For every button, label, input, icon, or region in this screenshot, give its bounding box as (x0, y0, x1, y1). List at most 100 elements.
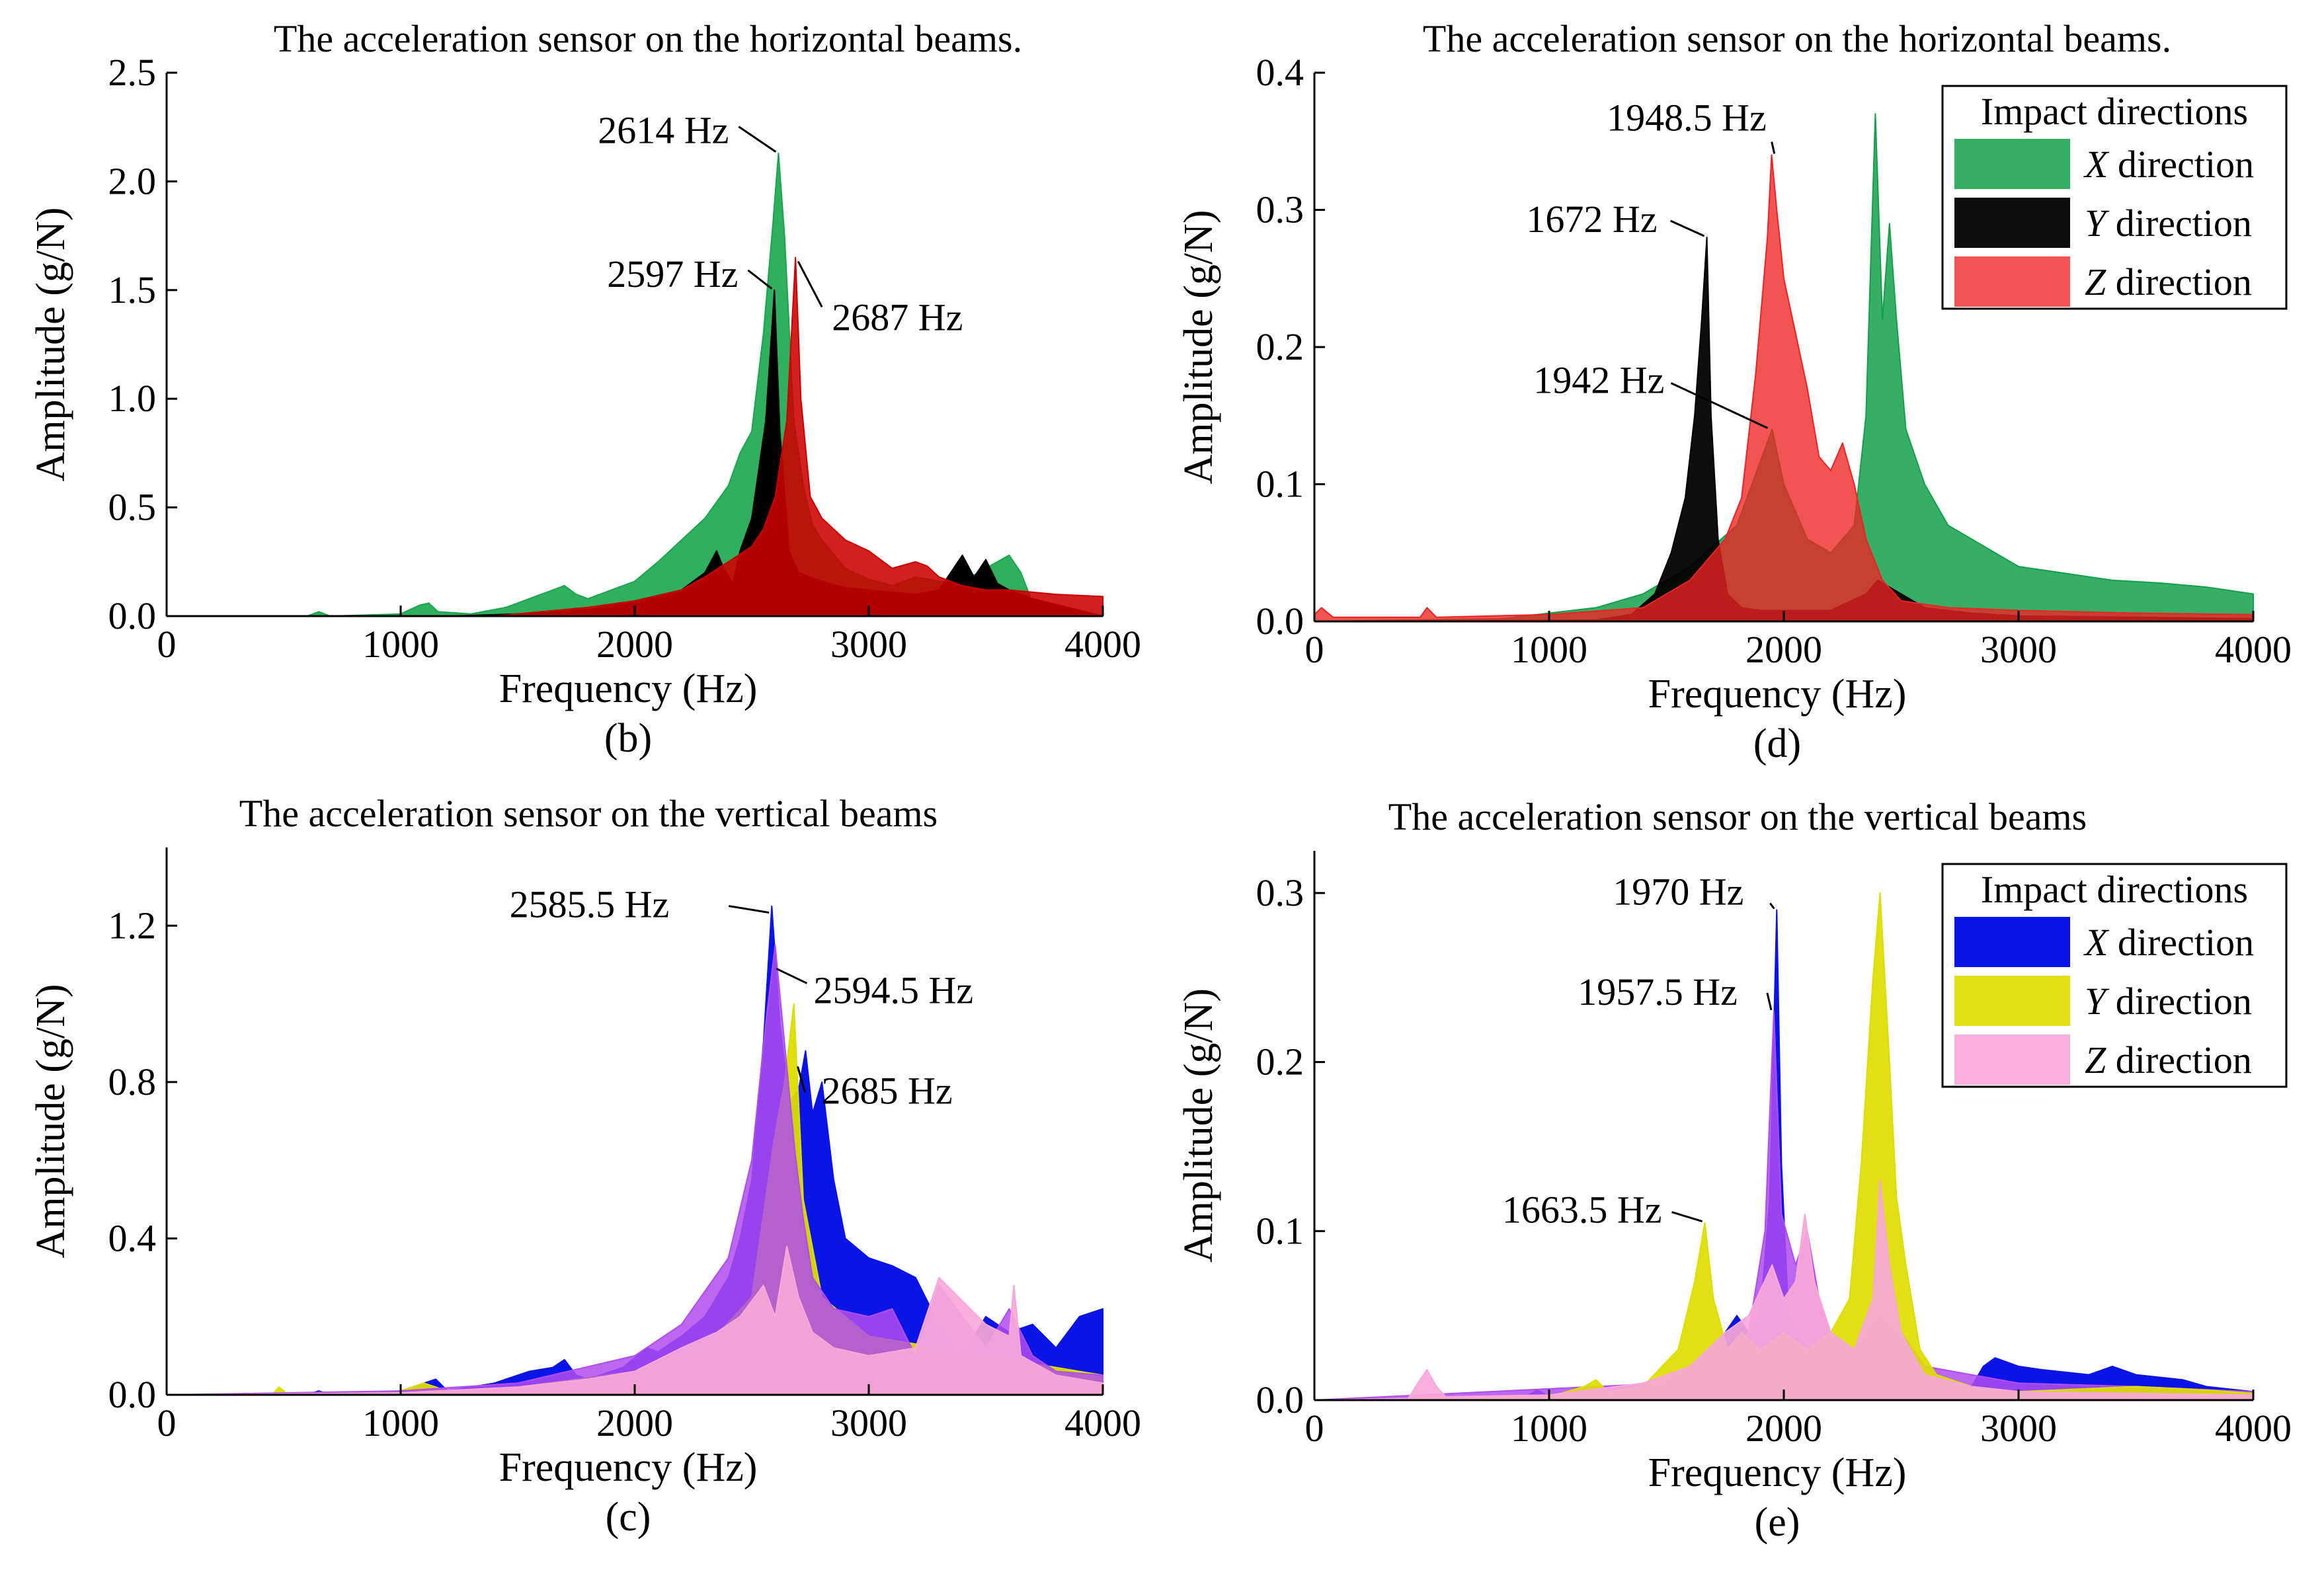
panel-label: (c) (606, 1495, 651, 1540)
x-tick-label: 4000 (1064, 1401, 1141, 1444)
y-tick-label: 2.5 (108, 51, 157, 94)
x-tick-label: 0 (157, 623, 177, 666)
y-tick-label: 0.3 (1256, 871, 1304, 914)
annotation-leader (729, 905, 770, 914)
annotation-label: 2594.5 Hz (813, 968, 973, 1011)
legend-swatch (1954, 256, 2070, 307)
chart-title: The acceleration sensor on the horizonta… (274, 17, 1022, 60)
x-tick-label: 0 (1305, 1407, 1324, 1450)
y-axis-label: Amplitude (g/N) (1176, 210, 1221, 485)
y-tick-label: 0.1 (1256, 1209, 1304, 1252)
x-tick-label: 1000 (362, 623, 439, 666)
x-axis-label: Frequency (Hz) (1648, 1450, 1907, 1495)
annotation-leader (1771, 141, 1776, 154)
annotation-leader (747, 269, 773, 290)
x-tick-label: 2000 (596, 1401, 673, 1444)
y-tick-label: 0.0 (1256, 1378, 1304, 1421)
x-tick-label: 2000 (596, 623, 673, 666)
y-tick-label: 0.3 (1256, 188, 1304, 231)
annotation-label: 1663.5 Hz (1502, 1189, 1662, 1232)
y-tick-label: 0.0 (1256, 600, 1304, 643)
annotation-label: 1948.5 Hz (1607, 97, 1767, 139)
x-tick-label: 1000 (362, 1401, 439, 1444)
series-area-e-3 (1314, 1179, 2254, 1401)
legend-entry: X direction (2083, 143, 2254, 186)
panel-label: (d) (1753, 721, 1801, 766)
x-tick-label: 3000 (1980, 1407, 2057, 1450)
annotation-label: 2585.5 Hz (510, 883, 670, 926)
annotation-leader (797, 1066, 806, 1093)
x-tick-label: 1000 (1511, 1407, 1587, 1450)
y-tick-label: 1.0 (108, 377, 157, 420)
chart-panel-e: The acceleration sensor on the vertical … (1176, 795, 2292, 1545)
annotation-label: 1942 Hz (1533, 359, 1664, 402)
annotation-leader (1769, 902, 1775, 910)
legend-entry: X direction (2083, 921, 2254, 964)
legend-entry-letter: X (2083, 143, 2110, 186)
annotation-label: 1970 Hz (1613, 870, 1743, 913)
y-axis-label: Amplitude (g/N) (1176, 988, 1221, 1263)
y-axis-label: Amplitude (g/N) (28, 208, 73, 482)
annotation-leader (738, 126, 777, 153)
legend-swatch (1954, 917, 2070, 967)
x-axis-label: Frequency (Hz) (499, 1445, 758, 1490)
x-tick-label: 4000 (2215, 628, 2292, 671)
x-tick-label: 2000 (1745, 628, 1822, 671)
annotation-label: 2685 Hz (821, 1069, 952, 1112)
legend-swatch (1954, 976, 2070, 1026)
legend-entry-letter: Z (2085, 1039, 2106, 1081)
y-tick-label: 1.5 (108, 268, 157, 311)
annotation-leader (1766, 992, 1773, 1011)
x-tick-label: 3000 (1980, 628, 2057, 671)
y-tick-label: 0.2 (1256, 1040, 1304, 1083)
annotation-label: 2597 Hz (607, 253, 738, 295)
panel-label: (b) (604, 716, 652, 761)
y-tick-label: 0.4 (108, 1216, 157, 1259)
annotation-label: 2614 Hz (598, 109, 729, 152)
panel-label: (e) (1755, 1500, 1800, 1545)
x-tick-label: 1000 (1511, 628, 1587, 671)
annotation-leader (797, 260, 823, 308)
annotation-leader (1670, 382, 1769, 429)
legend-entry: Z direction (2085, 1039, 2252, 1081)
annotation-label: 1957.5 Hz (1578, 970, 1738, 1013)
legend-entry-word: direction (2106, 202, 2252, 245)
chart-title: The acceleration sensor on the horizonta… (1423, 17, 2171, 60)
legend-entry: Z direction (2085, 260, 2252, 303)
y-tick-label: 2.0 (108, 159, 157, 202)
y-tick-label: 0.8 (108, 1060, 157, 1103)
annotation-label: 1672 Hz (1526, 198, 1657, 241)
legend-entry-letter: X (2083, 921, 2110, 964)
legend-entry-word: direction (2108, 143, 2254, 186)
y-axis-label: Amplitude (g/N) (28, 984, 73, 1259)
x-tick-label: 2000 (1745, 1407, 1822, 1450)
x-axis-label: Frequency (Hz) (499, 666, 758, 711)
legend-swatch (1954, 1035, 2070, 1085)
series-area-b-1 (166, 289, 1103, 617)
x-tick-label: 3000 (830, 623, 907, 666)
chart-panel-c: The acceleration sensor on the vertical … (28, 792, 1141, 1540)
legend-swatch (1954, 198, 2070, 248)
legend-entry-word: direction (2106, 980, 2252, 1023)
x-tick-label: 4000 (2215, 1407, 2292, 1450)
legend-entry-word: direction (2108, 921, 2254, 964)
series-area-b-2 (166, 256, 1103, 617)
chart-panel-b: The acceleration sensor on the horizonta… (28, 17, 1141, 761)
annotation-leader (1669, 219, 1705, 237)
y-tick-label: 0.4 (1256, 51, 1304, 94)
annotation-label: 2687 Hz (832, 295, 963, 338)
legend-entry: Y direction (2085, 980, 2252, 1023)
annotation-leader (1671, 1211, 1703, 1222)
legend-title: Impact directions (1981, 868, 2248, 911)
y-tick-label: 0.0 (108, 1373, 157, 1416)
series-area-d-2 (1314, 154, 2254, 622)
legend-entry: Y direction (2085, 202, 2252, 245)
x-tick-label: 3000 (830, 1401, 907, 1444)
legend-entry-letter: Y (2085, 980, 2110, 1023)
legend-entry-word: direction (2106, 1039, 2252, 1081)
y-tick-label: 0.1 (1256, 463, 1304, 506)
y-tick-label: 0.0 (108, 594, 157, 637)
